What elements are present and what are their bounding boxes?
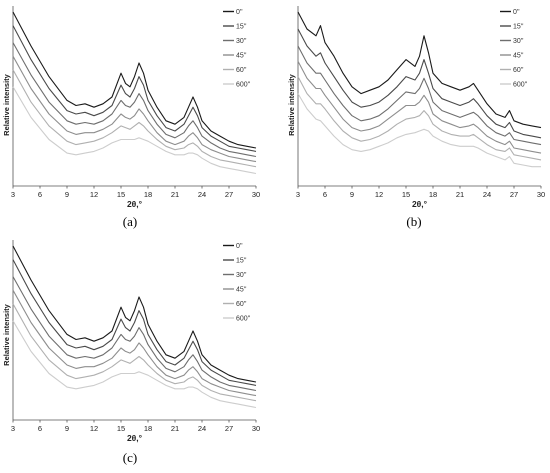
series-line-5 — [297, 93, 541, 168]
y-axis-label: Relative intensity — [2, 73, 11, 136]
legend-entry: 45'' — [236, 53, 246, 60]
legend-entry: 60'' — [236, 301, 246, 308]
x-axis-label: 2θ,° — [127, 433, 143, 443]
panel-caption: (a) — [123, 214, 137, 229]
x-tick-label: 6 — [323, 190, 327, 199]
series-line-1 — [297, 28, 542, 139]
series-line-2 — [297, 45, 542, 146]
legend-entry: 0'' — [513, 9, 520, 16]
x-tick-label: 15 — [402, 190, 410, 199]
x-tick-label: 21 — [171, 424, 179, 433]
x-tick-label: 6 — [38, 424, 42, 433]
legend-entry: 45'' — [513, 53, 523, 60]
series-line-3 — [12, 289, 257, 397]
x-tick-label: 12 — [375, 190, 383, 199]
series-line-4 — [12, 69, 257, 168]
x-tick-label: 9 — [65, 190, 69, 199]
x-tick-label: 27 — [225, 190, 233, 199]
legend-entry: 600'' — [236, 316, 250, 323]
x-axis-label: 2θ,° — [412, 199, 428, 209]
x-tick-label: 30 — [537, 190, 545, 199]
x-tick-label: 3 — [11, 190, 15, 199]
series-line-0 — [12, 11, 257, 149]
x-tick-label: 27 — [225, 424, 233, 433]
series-line-2 — [12, 276, 257, 392]
chart-panel-2: 3 6 9 12 15 18 21 24 27 30 2θ,° Relative intensity 0… — [287, 6, 545, 229]
x-tick-label: 15 — [117, 190, 125, 199]
x-tick-label: 18 — [429, 190, 437, 199]
x-tick-label: 21 — [456, 190, 464, 199]
panel-caption: (c) — [123, 450, 137, 465]
legend-entry: 30'' — [236, 272, 246, 279]
legend: 0'' 15'' 30'' 45'' 60'' 600'' — [223, 243, 250, 323]
series-line-1 — [12, 25, 257, 152]
series-line-4 — [297, 76, 542, 161]
panel-caption: (b) — [406, 214, 421, 229]
x-tick-label: 18 — [144, 424, 152, 433]
legend-entry: 15'' — [513, 24, 523, 31]
legend: 0'' 15'' 30'' 45'' 60'' 600'' — [500, 9, 527, 89]
x-axis-label: 2θ,° — [127, 199, 143, 209]
chart-panel-1: 3 6 9 12 15 18 21 24 27 30 2θ,° Relative intensity 0… — [2, 6, 260, 229]
legend: 0'' 15'' 30'' 45'' 60'' 600'' — [223, 9, 250, 89]
legend-entry: 60'' — [236, 67, 246, 74]
legend-entry: 600'' — [236, 82, 250, 89]
series-line-5 — [12, 320, 257, 409]
x-tick-label: 3 — [296, 190, 300, 199]
series-line-3 — [12, 55, 257, 163]
x-tick-label: 24 — [198, 424, 206, 433]
x-tick-label: 6 — [38, 190, 42, 199]
x-tick-label: 24 — [198, 190, 206, 199]
x-tick-label: 9 — [65, 424, 69, 433]
legend-entry: 0'' — [236, 243, 243, 250]
legend-entry: 15'' — [236, 24, 246, 31]
legend-entry: 30'' — [513, 38, 523, 45]
x-tick-label: 24 — [483, 190, 491, 199]
series-line-1 — [12, 259, 257, 386]
series-line-2 — [12, 42, 257, 158]
y-axis-label: Relative intensity — [2, 303, 11, 366]
x-tick-label: 30 — [252, 190, 260, 199]
series-line-5 — [12, 86, 257, 175]
series-line-0 — [297, 11, 542, 129]
x-tick-label: 15 — [117, 424, 125, 433]
x-tick-label: 12 — [90, 190, 98, 199]
x-tick-label: 3 — [11, 424, 15, 433]
legend-entry: 45'' — [236, 287, 246, 294]
x-tick-label: 21 — [171, 190, 179, 199]
chart-panel-3: 3 6 9 12 15 18 21 24 27 30 2θ,° Relative intensity 0… — [2, 240, 260, 465]
x-tick-label: 18 — [144, 190, 152, 199]
series-line-0 — [12, 245, 257, 383]
x-tick-label: 30 — [252, 424, 260, 433]
legend-entry: 600'' — [513, 82, 527, 89]
series-line-4 — [12, 303, 257, 402]
legend-entry: 60'' — [513, 67, 523, 74]
y-axis-label: Relative intensity — [287, 73, 296, 136]
legend-entry: 0'' — [236, 9, 243, 16]
legend-entry: 15'' — [236, 258, 246, 265]
x-tick-label: 9 — [350, 190, 354, 199]
series-line-3 — [297, 61, 542, 154]
x-tick-label: 27 — [510, 190, 518, 199]
x-tick-label: 12 — [90, 424, 98, 433]
legend-entry: 30'' — [236, 38, 246, 45]
